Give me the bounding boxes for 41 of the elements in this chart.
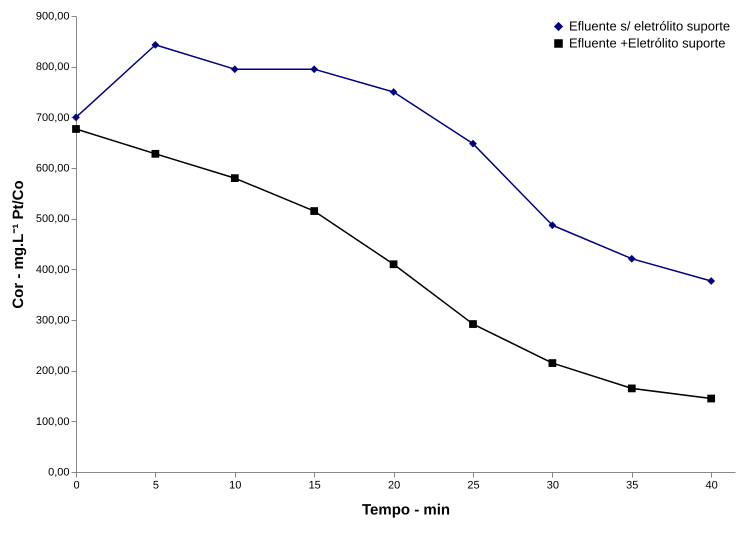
point [469, 140, 477, 148]
x-tick-label: 40 [706, 480, 718, 492]
x-tick-label: 5 [152, 480, 159, 492]
point [72, 113, 80, 122]
y-tick-label: 400,00 [36, 264, 70, 276]
x-tick-label: 30 [546, 480, 560, 492]
x-tick-label: 10 [229, 480, 242, 492]
y-axis-title: Cor - mg.L⁻¹ Pt/Co [10, 180, 27, 309]
point [390, 88, 398, 96]
point [310, 207, 318, 215]
point [548, 359, 556, 367]
y-tick-label: 100,00 [36, 416, 70, 428]
y-tick-label: 200,00 [36, 365, 70, 378]
point [310, 65, 318, 74]
point [152, 150, 160, 158]
point [152, 41, 160, 49]
point [230, 65, 239, 74]
point [628, 384, 636, 392]
point [230, 174, 239, 182]
x-tick-label: 20 [388, 480, 400, 492]
legend-label: Efluente +Eletrólito suporte [569, 36, 726, 50]
point [469, 320, 477, 328]
y-tick-label: 800,00 [36, 61, 70, 74]
point [72, 125, 80, 133]
point [548, 221, 556, 230]
y-tick-label: 0,00 [48, 466, 70, 478]
x-axis-title: Tempo - min [362, 502, 450, 518]
x-tick-label: 0 [73, 480, 80, 492]
legend-label: Efluente s/ eletrólito suporte [569, 18, 730, 34]
point [707, 394, 716, 402]
y-tick-label: 500,00 [36, 213, 70, 226]
y-tick-label: 900,00 [36, 10, 70, 22]
x-tick-label: 35 [626, 480, 638, 492]
x-tick-label: 25 [467, 480, 480, 492]
point [628, 254, 636, 263]
y-tick-label: 700,00 [36, 112, 70, 124]
x-tick-label: 15 [308, 480, 321, 492]
point [390, 260, 398, 268]
y-tick-label: 300,00 [36, 314, 70, 326]
point [707, 277, 716, 285]
y-tick-label: 600,00 [36, 162, 70, 174]
